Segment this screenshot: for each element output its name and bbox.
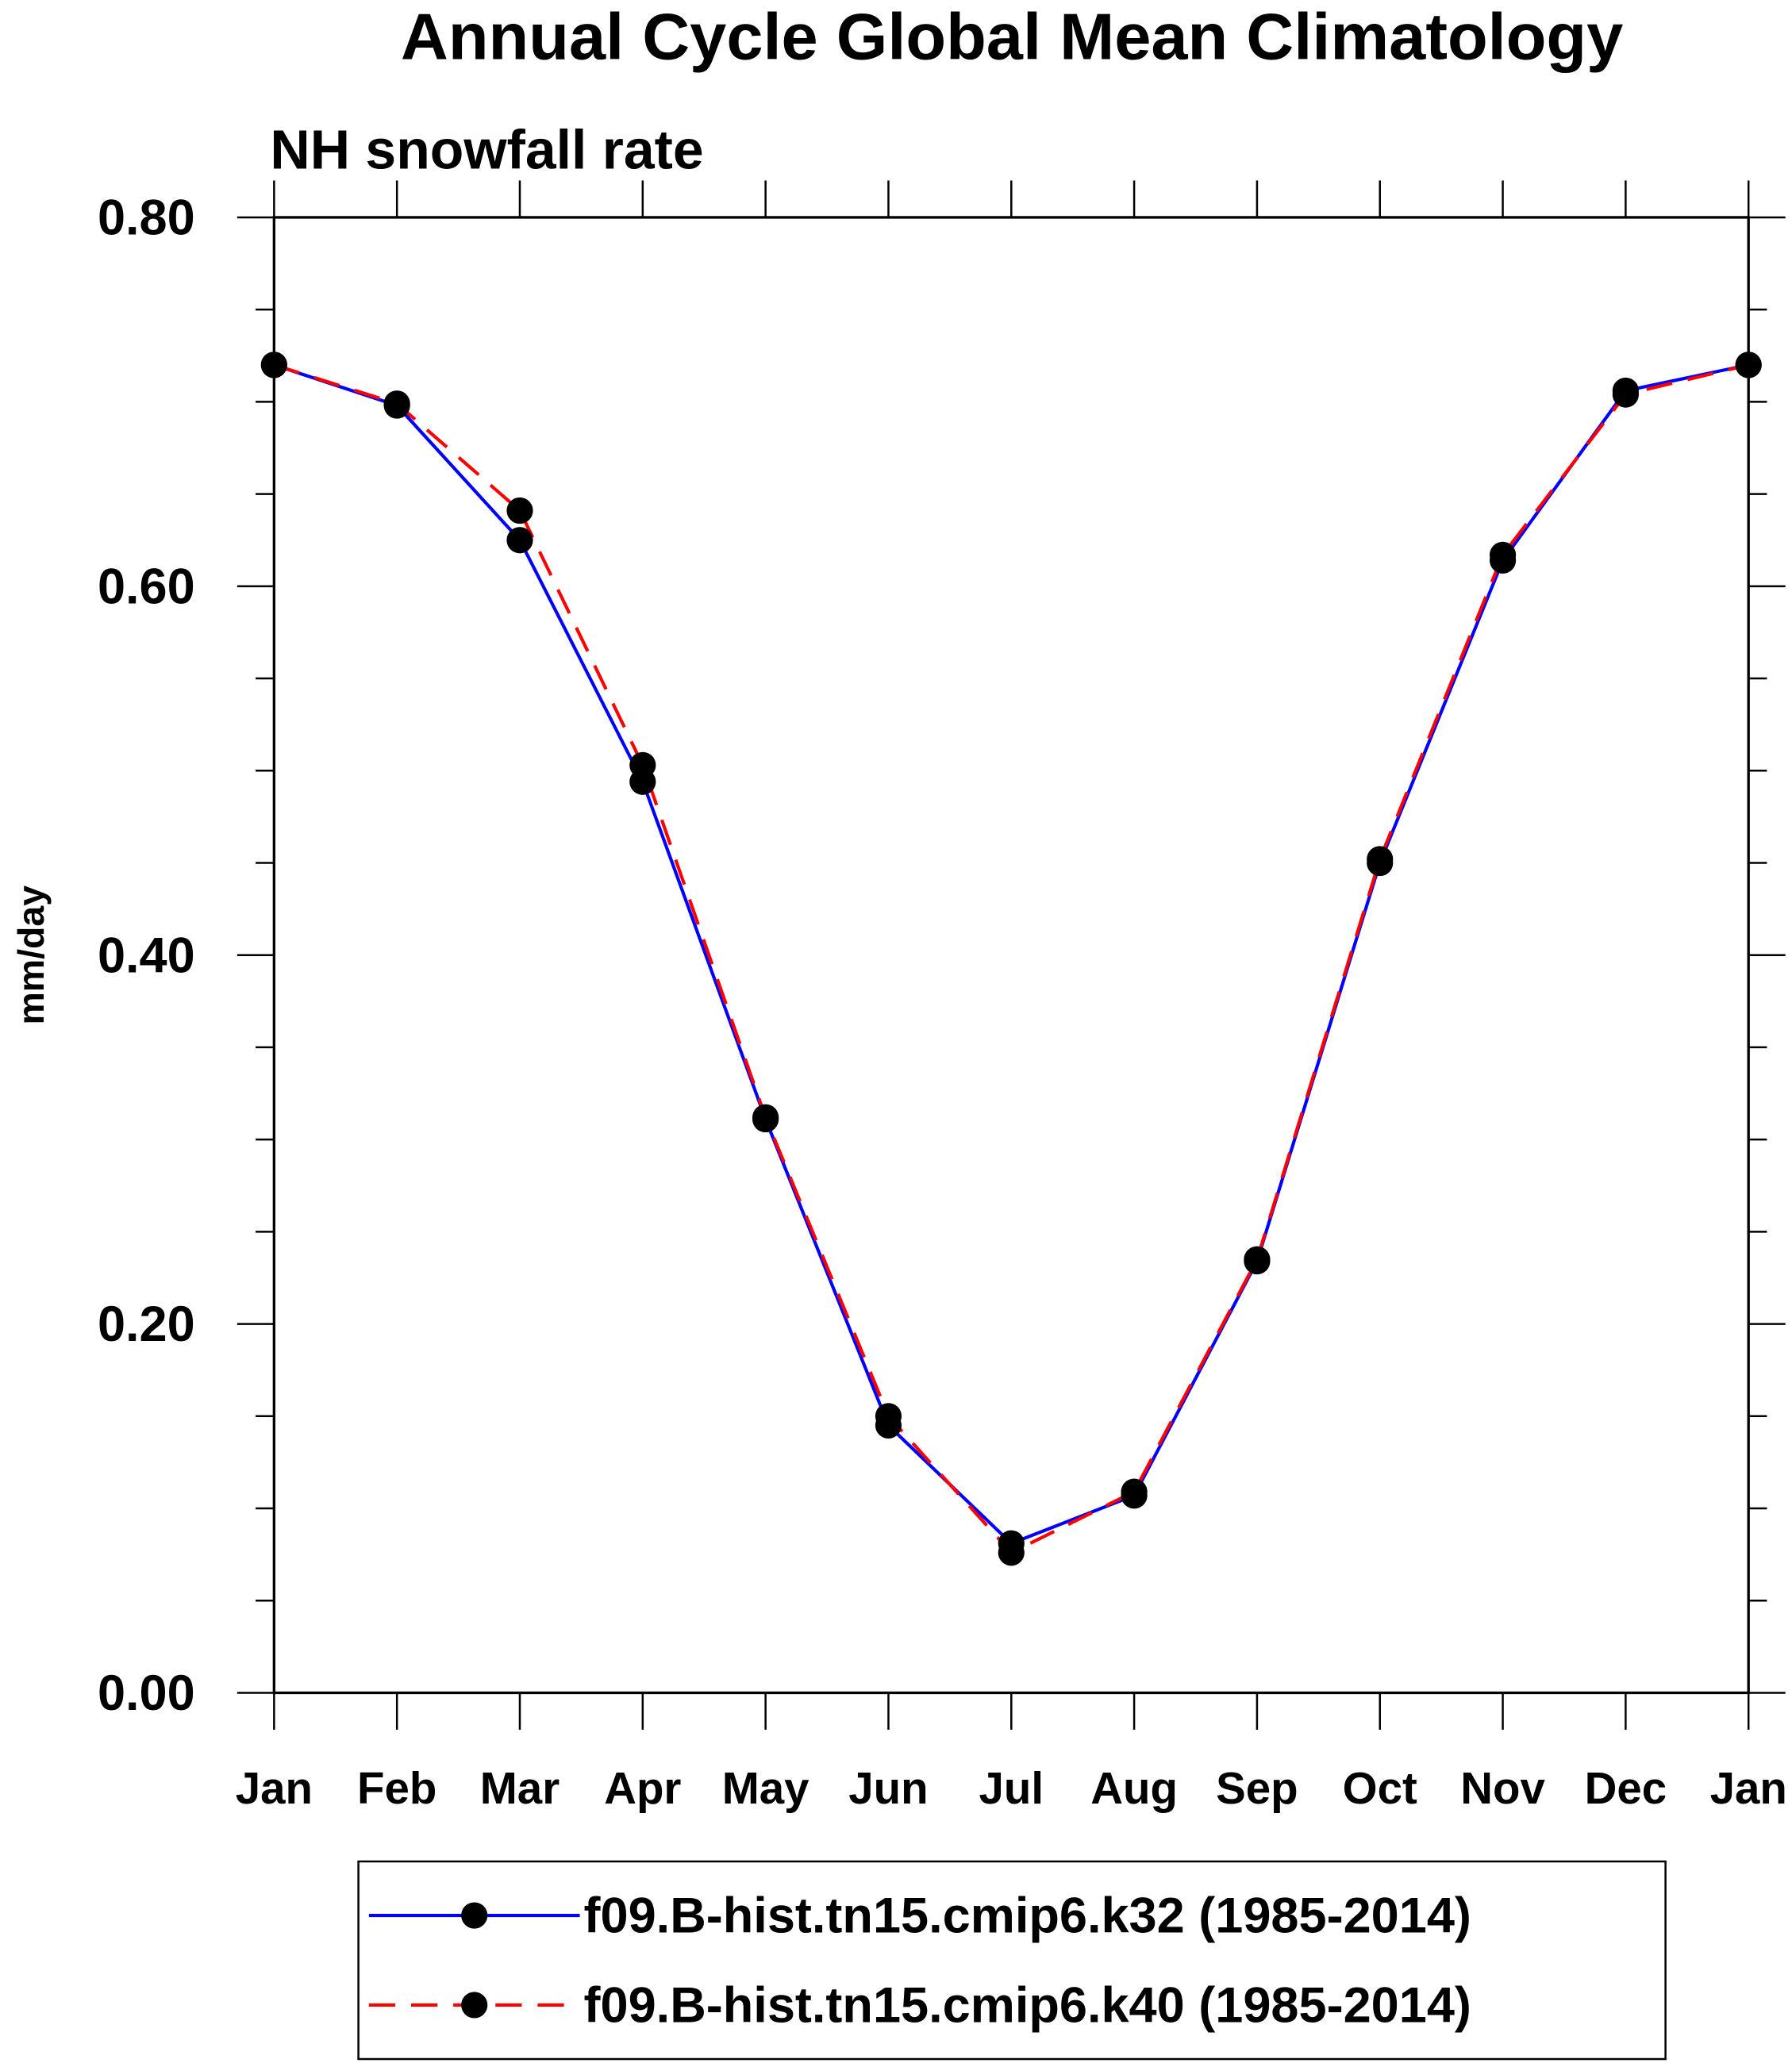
x-tick-label: Dec bbox=[1585, 1763, 1667, 1813]
legend-marker bbox=[461, 1992, 488, 2019]
data-point-0 bbox=[506, 527, 533, 554]
legend-entry-k32: f09.B-hist.tn15.cmip6.k32 (1985-2014) bbox=[584, 1888, 1471, 1944]
data-point-1 bbox=[1121, 1478, 1148, 1505]
plot-frame bbox=[272, 216, 1750, 1695]
chart-subtitle: NH snowfall rate bbox=[270, 119, 703, 181]
data-point-1 bbox=[383, 390, 410, 417]
data-point-1 bbox=[998, 1539, 1025, 1566]
x-tick-label: Oct bbox=[1343, 1763, 1417, 1813]
x-tick-label: Aug bbox=[1090, 1763, 1178, 1813]
x-tick-label: Apr bbox=[604, 1763, 681, 1813]
x-tick-label: May bbox=[722, 1763, 809, 1813]
data-point-1 bbox=[1489, 541, 1517, 568]
chart-title: Annual Cycle Global Mean Climatology bbox=[401, 0, 1623, 74]
data-point-1 bbox=[1612, 381, 1639, 408]
x-tick-label: Feb bbox=[357, 1763, 436, 1813]
data-point-1 bbox=[629, 751, 656, 778]
y-tick-label: 0.60 bbox=[98, 559, 195, 614]
data-point-1 bbox=[875, 1403, 902, 1430]
data-point-1 bbox=[1367, 846, 1394, 873]
x-tick-label: Jan bbox=[236, 1763, 313, 1813]
y-tick-label: 0.20 bbox=[98, 1297, 195, 1352]
x-tick-label: Sep bbox=[1216, 1763, 1298, 1813]
data-point-1 bbox=[1244, 1246, 1271, 1273]
x-tick-label: Nov bbox=[1460, 1763, 1545, 1813]
data-point-1 bbox=[752, 1104, 779, 1131]
x-tick-label: Jan bbox=[1710, 1763, 1787, 1813]
y-tick-label: 0.40 bbox=[98, 928, 195, 983]
data-point-1 bbox=[260, 352, 287, 378]
data-point-1 bbox=[506, 497, 533, 524]
series-line-0 bbox=[273, 363, 1749, 1546]
series-line-1 bbox=[273, 363, 1749, 1555]
legend: f09.B-hist.tn15.cmip6.k32 (1985-2014) f0… bbox=[357, 1860, 1667, 2061]
data-point-1 bbox=[1735, 352, 1762, 378]
x-tick-label: Jul bbox=[979, 1763, 1044, 1813]
y-tick-label: 0.00 bbox=[98, 1665, 195, 1721]
y-tick-label: 0.80 bbox=[98, 190, 195, 246]
legend-entry-k40: f09.B-hist.tn15.cmip6.k40 (1985-2014) bbox=[584, 1978, 1471, 2034]
y-axis-label: mm/day bbox=[10, 886, 52, 1025]
x-tick-label: Mar bbox=[480, 1763, 560, 1813]
x-tick-label: Jun bbox=[848, 1763, 928, 1813]
legend-marker bbox=[461, 1902, 488, 1929]
